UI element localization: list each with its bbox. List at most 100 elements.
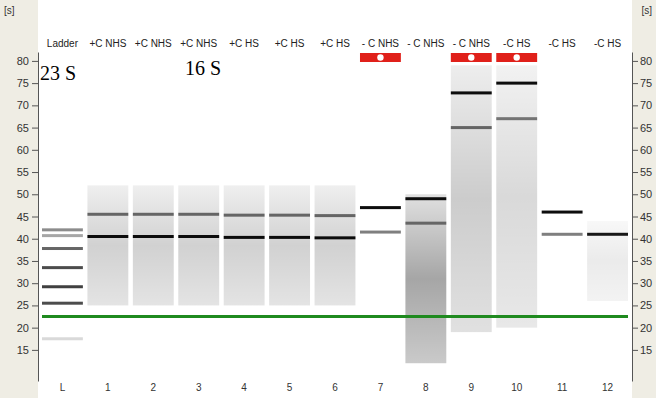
flag-bar — [360, 53, 401, 62]
tick: 65 — [632, 122, 652, 134]
tick: 30 — [632, 277, 652, 289]
tick: 80 — [17, 55, 38, 67]
band — [360, 206, 401, 209]
band — [42, 337, 83, 340]
tick-label: 15 — [640, 344, 652, 356]
flag-dot — [377, 54, 383, 60]
tick: 20 — [632, 322, 652, 334]
lane-label: -C HS — [594, 38, 622, 49]
smear — [224, 185, 265, 305]
tick: 45 — [17, 211, 38, 223]
tick-label: 35 — [640, 255, 652, 267]
lane-label: +C NHS — [89, 38, 126, 49]
lane — [133, 185, 174, 305]
tick-label: 30 — [17, 277, 29, 289]
tick-label: 80 — [17, 55, 29, 67]
lane-label: - C NHS — [362, 38, 400, 49]
lane-number: 7 — [378, 382, 384, 393]
band — [496, 117, 537, 120]
tick: 50 — [17, 188, 38, 200]
smear — [133, 185, 174, 305]
tick-mark — [632, 328, 638, 329]
lane — [178, 185, 219, 305]
y-axis-right: 1520253035404550556065707580 — [632, 53, 652, 382]
lane-number: 10 — [511, 382, 523, 393]
tick-label: 45 — [17, 211, 29, 223]
tick: 40 — [632, 233, 652, 245]
tick-mark — [632, 217, 638, 218]
smear — [451, 65, 492, 332]
band — [87, 213, 128, 216]
lane — [87, 185, 128, 305]
tick-mark — [632, 350, 638, 351]
lane-label: +C NHS — [135, 38, 172, 49]
tick-label: 70 — [17, 99, 29, 111]
band — [405, 197, 446, 200]
tick: 50 — [632, 188, 652, 200]
lane-label: +C HS — [320, 38, 350, 49]
tick-mark — [32, 283, 38, 284]
tick-mark — [32, 128, 38, 129]
lane-label: +C HS — [275, 38, 305, 49]
smear — [178, 185, 219, 305]
tick-mark — [32, 150, 38, 151]
tick-label: 75 — [17, 77, 29, 89]
lane — [587, 221, 628, 301]
y-axis-left: 1520253035404550556065707580 — [17, 53, 39, 382]
tick-label: 65 — [640, 122, 652, 134]
annotation: 16 S — [185, 57, 221, 79]
lane-number: 9 — [468, 382, 474, 393]
band — [87, 235, 128, 238]
tick-label: 50 — [17, 188, 29, 200]
lane — [360, 206, 401, 233]
lane-number: 3 — [196, 382, 202, 393]
tick-mark — [632, 150, 638, 151]
tick-label: 70 — [640, 99, 652, 111]
tick: 65 — [17, 122, 38, 134]
lane — [269, 185, 310, 305]
lane-number: 4 — [241, 382, 247, 393]
lane — [542, 211, 583, 236]
tick: 70 — [632, 99, 652, 111]
lane-label: - C NHS — [407, 38, 445, 49]
band — [542, 211, 583, 214]
tick-mark — [32, 61, 38, 62]
annotation: 23 S — [40, 62, 76, 84]
band — [42, 228, 83, 231]
lane-number: 8 — [423, 382, 429, 393]
tick-mark — [32, 350, 38, 351]
tick: 55 — [632, 166, 652, 178]
band — [42, 266, 83, 269]
tick-mark — [632, 283, 638, 284]
tick-mark — [632, 105, 638, 106]
tick-label: 20 — [640, 322, 652, 334]
lane-label: +C HS — [229, 38, 259, 49]
smear — [496, 65, 537, 327]
tick-mark — [632, 83, 638, 84]
lane — [451, 65, 492, 332]
band — [42, 234, 83, 237]
tick: 60 — [632, 144, 652, 156]
smear — [587, 221, 628, 301]
tick-label: 25 — [17, 299, 29, 311]
tick-mark — [32, 328, 38, 329]
right-panel — [632, 0, 656, 398]
tick-mark — [632, 128, 638, 129]
band — [133, 213, 174, 216]
band — [224, 214, 265, 217]
tick: 35 — [632, 255, 652, 267]
tick-mark — [32, 305, 38, 306]
flag-dot — [468, 54, 474, 60]
smear — [269, 185, 310, 305]
tick: 70 — [17, 99, 38, 111]
warning-flag — [360, 53, 401, 62]
tick: 75 — [17, 77, 38, 89]
band — [360, 231, 401, 234]
tick-label: 55 — [17, 166, 29, 178]
lane-number: L — [60, 382, 66, 393]
lane-number: 1 — [105, 382, 111, 393]
lower-marker — [42, 315, 628, 318]
tick-mark — [632, 305, 638, 306]
band — [42, 247, 83, 250]
tick-mark — [632, 239, 638, 240]
